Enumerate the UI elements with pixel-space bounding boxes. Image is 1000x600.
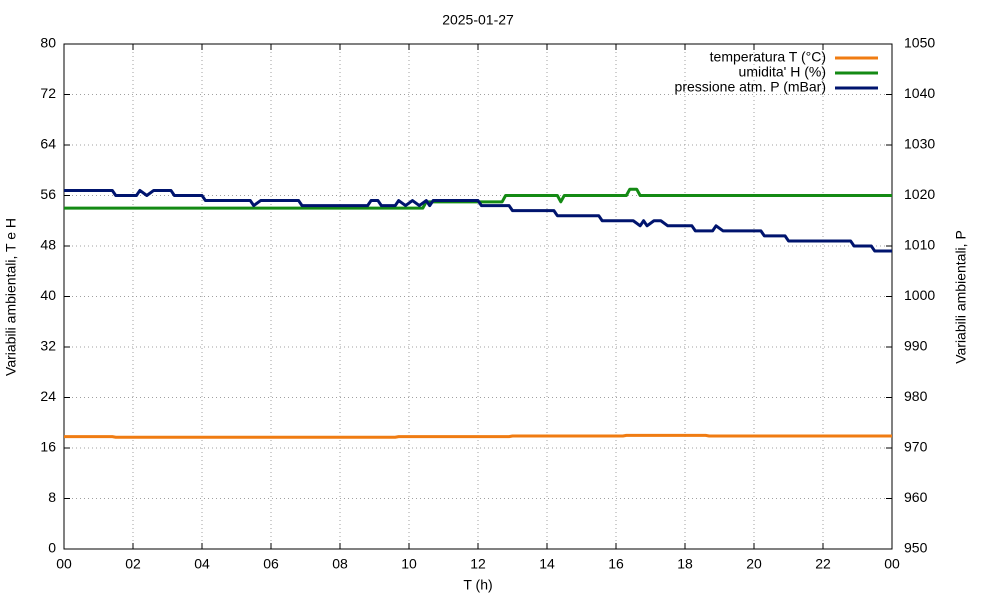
x-tick-label: 16 [608, 556, 624, 572]
x-tick-label: 10 [401, 556, 417, 572]
y-tick-label: 24 [40, 388, 56, 404]
y-tick-label: 48 [40, 237, 56, 253]
y2-tick-label: 1040 [904, 85, 935, 101]
y2-tick-label: 950 [904, 540, 928, 556]
y2-tick-label: 1010 [904, 237, 935, 253]
y2-axis-label: Variabili ambientali, P [953, 230, 969, 364]
y-axis-label: Variabili ambientali, T e H [3, 218, 19, 376]
x-tick-label: 14 [539, 556, 555, 572]
x-tick-label: 00 [56, 556, 72, 572]
legend-label: pressione atm. P (mBar) [675, 79, 826, 95]
series-line [64, 433, 892, 439]
y2-tick-label: 1000 [904, 287, 935, 303]
x-tick-label: 02 [125, 556, 141, 572]
y2-tick-label: 990 [904, 338, 928, 354]
x-tick-label: 06 [263, 556, 279, 572]
y-tick-label: 40 [40, 287, 56, 303]
x-tick-label: 04 [194, 556, 210, 572]
y-tick-label: 32 [40, 338, 56, 354]
y-tick-label: 72 [40, 85, 56, 101]
series-line [64, 188, 892, 253]
x-tick-label: 20 [746, 556, 762, 572]
plot-border [63, 43, 893, 550]
y2-tick-label: 1050 [904, 35, 935, 51]
y2-tick-label: 970 [904, 439, 928, 455]
y2-tick-label: 1030 [904, 136, 935, 152]
chart-title: 2025-01-27 [442, 12, 514, 28]
y-tick-label: 16 [40, 439, 56, 455]
legend-label: temperatura T (°C) [710, 49, 826, 65]
y2-tick-label: 980 [904, 388, 928, 404]
y-tick-label: 80 [40, 35, 56, 51]
x-tick-label: 22 [815, 556, 831, 572]
legend-label: umidita' H (%) [739, 64, 826, 80]
y-tick-label: 8 [48, 489, 56, 505]
x-tick-label: 12 [470, 556, 486, 572]
x-tick-label: 08 [332, 556, 348, 572]
x-tick-label: 18 [677, 556, 693, 572]
y2-tick-label: 1020 [904, 186, 935, 202]
y-tick-label: 0 [48, 540, 56, 556]
y-tick-label: 64 [40, 136, 56, 152]
x-tick-label: 00 [884, 556, 900, 572]
y2-tick-label: 960 [904, 489, 928, 505]
y-tick-label: 56 [40, 186, 56, 202]
x-axis-label: T (h) [463, 577, 492, 593]
